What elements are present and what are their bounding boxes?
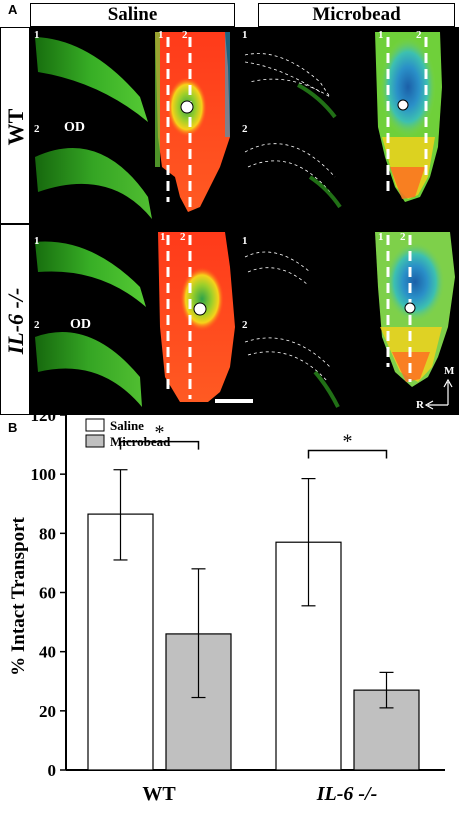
wt-mb-heatmap-line-2: 2 [416, 29, 422, 41]
compass-m-label: M [444, 365, 455, 377]
wt-od-label: OD [64, 120, 85, 135]
il6-saline-sections [35, 241, 146, 407]
significance-star-0: * [155, 422, 165, 444]
il6-od-label: OD [70, 317, 91, 332]
row-label-wt: WT [3, 108, 28, 146]
wt-saline-section-2: 2 [34, 123, 40, 135]
wt-saline-heatmap [155, 32, 230, 212]
il6-microbead-section-1: 1 [242, 235, 248, 247]
legend-label-0: Saline [110, 418, 144, 433]
category-label-1: IL-6 -/- [316, 783, 378, 805]
compass-arrows [424, 378, 453, 410]
wt-heatmap-line-2: 2 [182, 29, 188, 41]
wt-microbead-section-2: 2 [242, 123, 248, 135]
row-label-il6: IL-6 -/- [3, 287, 28, 355]
micrograph-image [35, 32, 455, 410]
y-tick-label-40: 40 [39, 643, 56, 662]
il6-mb-heatmap-line-1: 1 [378, 231, 384, 243]
wt-microbead-sections [244, 53, 342, 209]
wt-heatmap-line-1: 1 [158, 29, 164, 41]
il6-saline-section-2: 2 [34, 319, 40, 331]
il6-microbead-sections [244, 251, 340, 408]
y-axis-label: % Intact Transport [8, 516, 29, 675]
y-tick-label-120: 120 [31, 415, 57, 425]
micrograph-panel: 1 2 OD 1 2 1 2 1 2 1 2 OD 1 2 1 2 1 2 M … [30, 27, 459, 415]
chart-labels: 0 20 40 60 80 100 120 % Intact Transport * WT * IL-… [8, 415, 377, 805]
wt-saline-sections [35, 37, 152, 219]
column-header-microbead: Microbead [258, 3, 455, 27]
il6-microbead-section-2: 2 [242, 319, 248, 331]
il6-saline-section-1: 1 [34, 235, 40, 247]
significance-bracket-0 [119, 440, 200, 450]
legend-label-1: Microbead [110, 434, 171, 449]
significance-star-1: * [343, 431, 353, 453]
legend-swatch-1 [85, 434, 105, 448]
y-tick-label-0: 0 [48, 761, 57, 780]
il6-microbead-heatmap [375, 232, 455, 387]
panel-b-letter: B [8, 420, 18, 435]
significance-bracket-1 [307, 449, 388, 459]
bar-saline-1 [275, 541, 342, 771]
scale-bar [215, 399, 253, 403]
y-tick-label-80: 80 [39, 524, 56, 543]
il6-saline-heatmap [158, 232, 235, 402]
wt-microbead-section-1: 1 [242, 29, 248, 41]
il6-heatmap-line-1: 1 [160, 231, 166, 243]
il6-mb-heatmap-line-2: 2 [400, 231, 406, 243]
column-header-saline: Saline [30, 3, 235, 27]
y-tick-label-20: 20 [39, 702, 56, 721]
bar-chart: 0 20 40 60 80 100 120 % Intact Transport * WT * IL-… [8, 415, 445, 805]
y-tick-label-60: 60 [39, 584, 56, 603]
wt-saline-section-1: 1 [34, 29, 40, 41]
wt-microbead-heatmap [375, 32, 442, 202]
y-tick-label-100: 100 [31, 465, 57, 484]
il6-heatmap-line-2: 2 [180, 231, 186, 243]
compass-r-label: R [416, 399, 424, 411]
row-label-box-il6: IL-6 -/- [0, 224, 30, 415]
legend-swatch-0 [85, 418, 105, 432]
chart-bars [87, 440, 420, 771]
row-label-box-wt: WT [0, 27, 30, 224]
panel-a-letter: A [8, 2, 18, 17]
wt-mb-heatmap-line-1: 1 [378, 29, 384, 41]
category-label-0: WT [142, 783, 176, 805]
